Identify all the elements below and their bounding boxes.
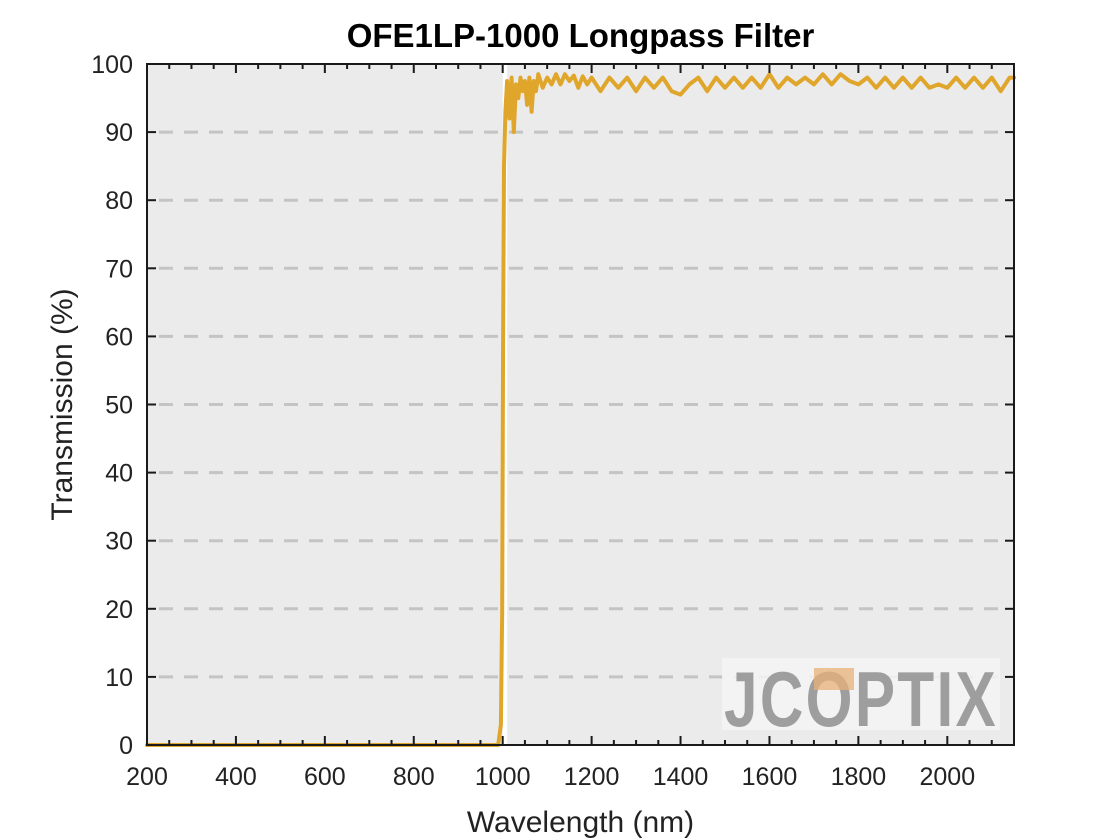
y-tick-label: 90 bbox=[105, 119, 133, 147]
ticks bbox=[146, 63, 1015, 746]
x-tick-label: 200 bbox=[126, 763, 168, 791]
watermark-accent bbox=[814, 668, 854, 690]
x-tick-labels: 200 400 600 800 1000 1200 1400 1600 1800 2000 bbox=[126, 763, 975, 791]
watermark-logo: JCOPTIX bbox=[722, 655, 1000, 743]
y-tick-labels: 0 10 20 30 40 50 60 70 80 90 100 bbox=[91, 51, 133, 760]
y-tick-label: 30 bbox=[105, 528, 133, 556]
watermark-backdrop bbox=[722, 658, 1000, 730]
series-line bbox=[145, 72, 1016, 747]
x-tick-label: 1000 bbox=[475, 763, 531, 791]
x-axis-label: Wavelength (nm) bbox=[467, 806, 694, 839]
y-tick-label: 50 bbox=[105, 392, 133, 420]
y-tick-label: 70 bbox=[105, 255, 133, 283]
y-tick-label: 80 bbox=[105, 187, 133, 215]
x-tick-label: 800 bbox=[393, 763, 435, 791]
series-layer bbox=[145, 72, 1016, 747]
x-tick-label: 1600 bbox=[742, 763, 798, 791]
x-tick-label: 600 bbox=[304, 763, 346, 791]
y-tick-label: 20 bbox=[105, 596, 133, 624]
plot-area-left bbox=[147, 64, 503, 745]
x-tick-label: 400 bbox=[215, 763, 257, 791]
y-axis-label: Transmission (%) bbox=[46, 288, 79, 520]
y-tick-label: 40 bbox=[105, 460, 133, 488]
y-tick-label: 0 bbox=[119, 732, 133, 760]
x-tick-label: 2000 bbox=[919, 763, 975, 791]
y-tick-label: 10 bbox=[105, 664, 133, 692]
x-tick-label: 1200 bbox=[564, 763, 620, 791]
chart-title: OFE1LP-1000 Longpass Filter bbox=[347, 17, 815, 54]
x-tick-label: 1800 bbox=[831, 763, 887, 791]
watermark-text: JCOPTIX bbox=[724, 655, 998, 743]
x-tick-label: 1400 bbox=[653, 763, 709, 791]
y-tick-label: 60 bbox=[105, 323, 133, 351]
y-tick-label: 100 bbox=[91, 51, 133, 79]
